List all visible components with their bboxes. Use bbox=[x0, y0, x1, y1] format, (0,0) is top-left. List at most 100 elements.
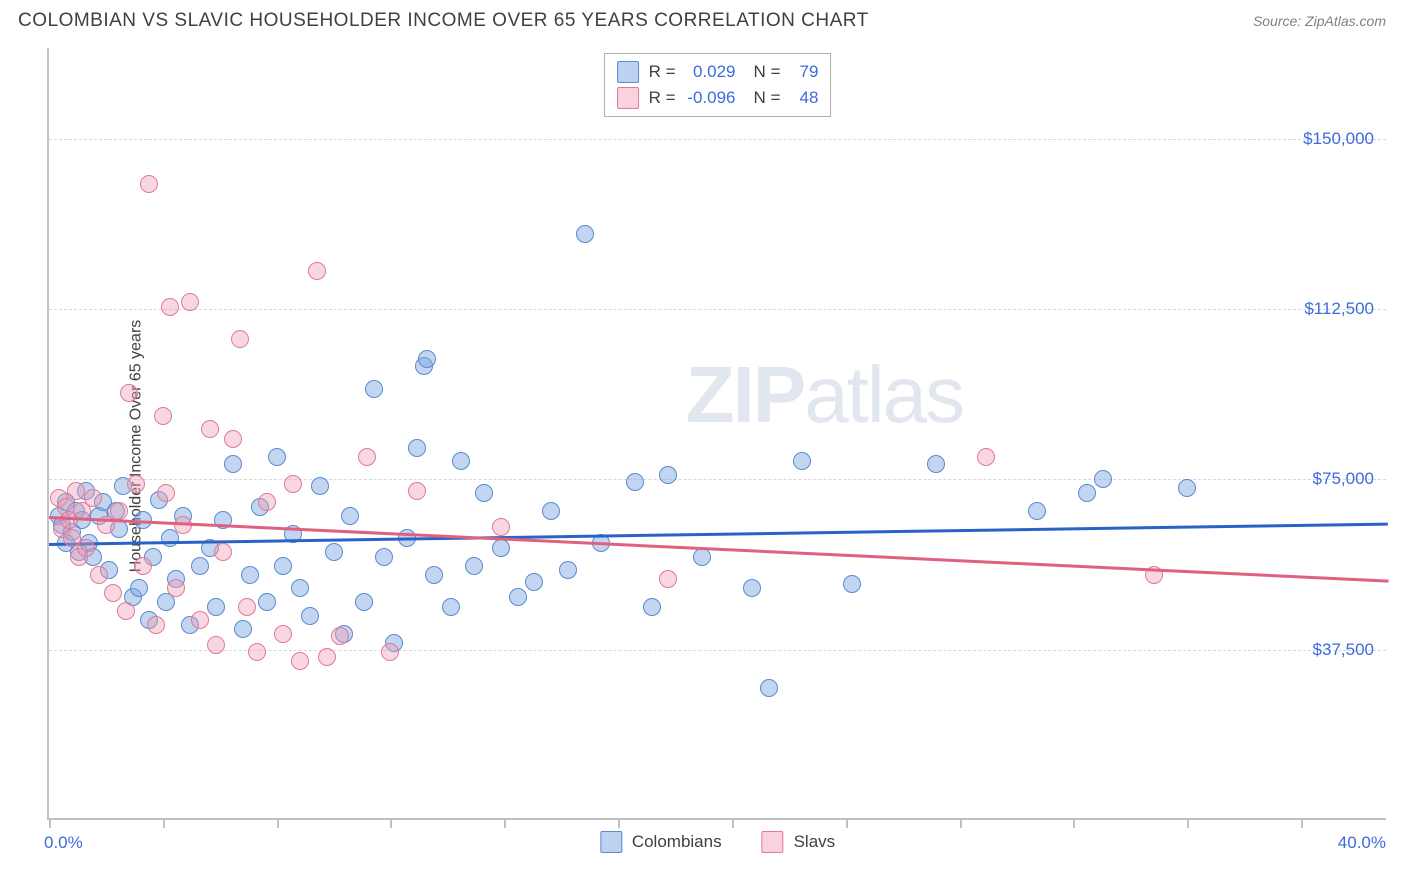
data-point bbox=[274, 557, 292, 575]
data-point bbox=[274, 625, 292, 643]
legend-label: Slavs bbox=[794, 832, 836, 852]
gridline bbox=[49, 309, 1386, 310]
data-point bbox=[542, 502, 560, 520]
data-point bbox=[291, 579, 309, 597]
data-point bbox=[167, 579, 185, 597]
data-point bbox=[238, 598, 256, 616]
data-point bbox=[224, 455, 242, 473]
series-swatch bbox=[617, 87, 639, 109]
data-point bbox=[181, 293, 199, 311]
data-point bbox=[291, 652, 309, 670]
data-point bbox=[365, 380, 383, 398]
x-tick bbox=[846, 818, 848, 828]
data-point bbox=[659, 570, 677, 588]
data-point bbox=[231, 330, 249, 348]
data-point bbox=[134, 557, 152, 575]
y-tick-label: $112,500 bbox=[1304, 299, 1374, 319]
data-point bbox=[161, 529, 179, 547]
data-point bbox=[117, 602, 135, 620]
x-axis-min-label: 0.0% bbox=[44, 833, 83, 853]
data-point bbox=[381, 643, 399, 661]
data-point bbox=[1078, 484, 1096, 502]
data-point bbox=[67, 482, 85, 500]
correlation-stats-box: R =0.029N =79R = -0.096 N = 48 bbox=[604, 53, 832, 117]
data-point bbox=[224, 430, 242, 448]
data-point bbox=[358, 448, 376, 466]
x-tick bbox=[1301, 818, 1303, 828]
data-point bbox=[492, 518, 510, 536]
data-point bbox=[331, 627, 349, 645]
r-value: -0.096 bbox=[686, 88, 736, 108]
data-point bbox=[576, 225, 594, 243]
chart-legend: Colombians Slavs bbox=[600, 831, 835, 853]
data-point bbox=[207, 598, 225, 616]
data-point bbox=[559, 561, 577, 579]
chart-title: COLOMBIAN VS SLAVIC HOUSEHOLDER INCOME O… bbox=[18, 10, 869, 32]
x-tick bbox=[390, 818, 392, 828]
x-tick bbox=[1073, 818, 1075, 828]
data-point bbox=[452, 452, 470, 470]
stats-row: R =0.029N =79 bbox=[617, 59, 819, 85]
n-value: 48 bbox=[790, 88, 818, 108]
data-point bbox=[375, 548, 393, 566]
x-tick bbox=[960, 818, 962, 828]
data-point bbox=[977, 448, 995, 466]
data-point bbox=[84, 489, 102, 507]
n-label: N = bbox=[754, 88, 781, 108]
data-point bbox=[1028, 502, 1046, 520]
gridline bbox=[49, 139, 1386, 140]
data-point bbox=[1178, 479, 1196, 497]
n-value: 79 bbox=[790, 62, 818, 82]
x-tick bbox=[49, 818, 51, 828]
x-tick bbox=[504, 818, 506, 828]
legend-swatch bbox=[600, 831, 622, 853]
data-point bbox=[241, 566, 259, 584]
data-point bbox=[258, 493, 276, 511]
data-point bbox=[258, 593, 276, 611]
data-point bbox=[284, 475, 302, 493]
stats-row: R =-0.096N =48 bbox=[617, 85, 819, 111]
data-point bbox=[341, 507, 359, 525]
data-point bbox=[120, 384, 138, 402]
y-tick-label: $150,000 bbox=[1303, 129, 1374, 149]
data-point bbox=[318, 648, 336, 666]
y-tick-label: $75,000 bbox=[1313, 469, 1374, 489]
data-point bbox=[465, 557, 483, 575]
x-axis-max-label: 40.0% bbox=[1338, 833, 1386, 853]
data-point bbox=[492, 539, 510, 557]
data-point bbox=[442, 598, 460, 616]
legend-item: Colombians bbox=[600, 831, 722, 853]
legend-swatch bbox=[762, 831, 784, 853]
data-point bbox=[475, 484, 493, 502]
data-point bbox=[191, 557, 209, 575]
data-point bbox=[130, 579, 148, 597]
data-point bbox=[77, 539, 95, 557]
data-point bbox=[408, 439, 426, 457]
data-point bbox=[843, 575, 861, 593]
data-point bbox=[793, 452, 811, 470]
data-point bbox=[311, 477, 329, 495]
x-tick bbox=[163, 818, 165, 828]
legend-item: Slavs bbox=[762, 831, 836, 853]
data-point bbox=[154, 407, 172, 425]
series-swatch bbox=[617, 61, 639, 83]
x-tick bbox=[732, 818, 734, 828]
data-point bbox=[201, 420, 219, 438]
data-point bbox=[355, 593, 373, 611]
data-point bbox=[268, 448, 286, 466]
data-point bbox=[207, 636, 225, 654]
r-label: R = bbox=[649, 62, 676, 82]
data-point bbox=[418, 350, 436, 368]
data-point bbox=[927, 455, 945, 473]
chart-plot-area: $37,500$75,000$112,500$150,000 ZIPatlas … bbox=[47, 48, 1386, 820]
data-point bbox=[140, 175, 158, 193]
data-point bbox=[301, 607, 319, 625]
data-point bbox=[509, 588, 527, 606]
data-point bbox=[659, 466, 677, 484]
data-point bbox=[234, 620, 252, 638]
data-point bbox=[127, 475, 145, 493]
data-point bbox=[191, 611, 209, 629]
data-point bbox=[1094, 470, 1112, 488]
x-tick bbox=[277, 818, 279, 828]
data-point bbox=[157, 484, 175, 502]
